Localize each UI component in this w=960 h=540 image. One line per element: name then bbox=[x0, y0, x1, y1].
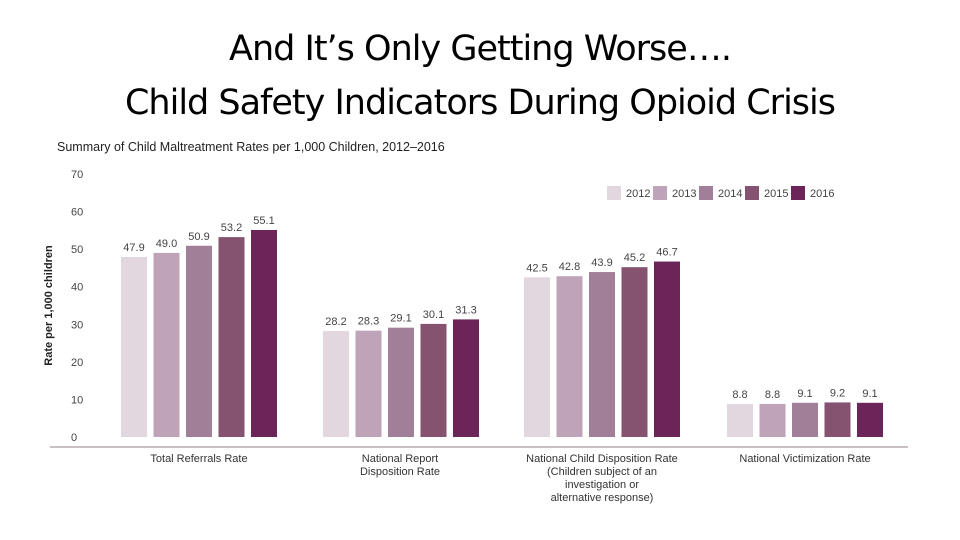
slide-title: And It’s Only Getting Worse…. Child Safe… bbox=[0, 22, 960, 130]
bar-value-label: 9.1 bbox=[797, 388, 812, 400]
bar-value-label: 30.1 bbox=[423, 309, 444, 321]
bar-value-label: 42.8 bbox=[559, 261, 580, 273]
y-tick-label: 70 bbox=[71, 169, 83, 181]
bar-value-label: 47.9 bbox=[123, 242, 144, 254]
y-tick-label: 50 bbox=[71, 244, 83, 256]
category-label: Disposition Rate bbox=[360, 466, 440, 478]
legend-label: 2016 bbox=[810, 188, 834, 200]
chart-title: Summary of Child Maltreatment Rates per … bbox=[57, 140, 445, 154]
bar-value-label: 28.2 bbox=[325, 316, 346, 328]
bar-value-label: 45.2 bbox=[624, 252, 645, 264]
bar-2012 bbox=[727, 403, 753, 437]
bar-value-label: 8.8 bbox=[765, 389, 780, 401]
bar-value-label: 49.0 bbox=[156, 238, 177, 250]
bar-2015 bbox=[824, 402, 851, 437]
slide-title-line-2: Child Safety Indicators During Opioid Cr… bbox=[124, 83, 836, 123]
bar-2014 bbox=[388, 327, 414, 437]
bar-value-label: 55.1 bbox=[253, 215, 274, 227]
bar-value-label: 46.7 bbox=[656, 247, 677, 259]
bar-2016 bbox=[654, 261, 680, 437]
category-label: alternative response) bbox=[551, 492, 654, 504]
y-tick-label: 20 bbox=[71, 357, 83, 369]
bar-value-label: 28.3 bbox=[358, 316, 379, 328]
y-tick-label: 60 bbox=[71, 207, 83, 219]
bar-2016 bbox=[453, 319, 479, 437]
bar-value-label: 43.9 bbox=[591, 257, 612, 269]
bar-2013 bbox=[556, 276, 583, 437]
bar-2013 bbox=[355, 330, 382, 437]
category-label: National Report bbox=[362, 453, 438, 465]
y-tick-label: 40 bbox=[71, 282, 83, 294]
category-label: Total Referrals Rate bbox=[150, 453, 247, 465]
category-label: (Children subject of an bbox=[547, 466, 657, 478]
bar-2013 bbox=[759, 403, 786, 437]
bar-2014 bbox=[186, 245, 212, 437]
y-tick-label: 30 bbox=[71, 319, 83, 331]
bar-2012 bbox=[524, 277, 550, 437]
y-axis-label: Rate per 1,000 children bbox=[43, 245, 55, 366]
legend-label: 2014 bbox=[718, 188, 742, 200]
bar-value-label: 53.2 bbox=[221, 222, 242, 234]
bar-2016 bbox=[251, 229, 277, 437]
bar-2016 bbox=[857, 402, 883, 437]
bar-2015 bbox=[420, 323, 447, 437]
bar-2012 bbox=[121, 257, 147, 437]
legend-swatch-2012 bbox=[607, 186, 621, 200]
bar-value-label: 31.3 bbox=[455, 304, 476, 316]
y-tick-label: 10 bbox=[71, 394, 83, 406]
bar-value-label: 8.8 bbox=[732, 389, 747, 401]
legend-swatch-2014 bbox=[699, 186, 713, 200]
category-label: National Victimization Rate bbox=[739, 453, 870, 465]
legend-swatch-2015 bbox=[745, 186, 759, 200]
bar-value-label: 50.9 bbox=[188, 231, 209, 243]
bar-2015 bbox=[218, 237, 245, 437]
legend-label: 2015 bbox=[764, 188, 788, 200]
legend-label: 2013 bbox=[672, 188, 696, 200]
bar-value-label: 42.5 bbox=[526, 262, 547, 274]
legend-swatch-2016 bbox=[791, 186, 805, 200]
category-label: investigation or bbox=[565, 479, 639, 491]
bar-value-label: 9.1 bbox=[862, 388, 877, 400]
bar-2014 bbox=[589, 272, 615, 437]
bar-2013 bbox=[153, 252, 180, 437]
legend-label: 2012 bbox=[626, 188, 650, 200]
slide-title-line-1: And It’s Only Getting Worse…. bbox=[229, 29, 732, 69]
category-label: National Child Disposition Rate bbox=[526, 453, 678, 465]
bar-value-label: 9.2 bbox=[830, 387, 845, 399]
legend-swatch-2013 bbox=[653, 186, 667, 200]
y-tick-label: 0 bbox=[71, 432, 77, 444]
bar-value-label: 29.1 bbox=[390, 313, 411, 325]
bar-2015 bbox=[621, 267, 648, 437]
bar-2014 bbox=[792, 402, 818, 437]
bar-2012 bbox=[323, 331, 349, 437]
